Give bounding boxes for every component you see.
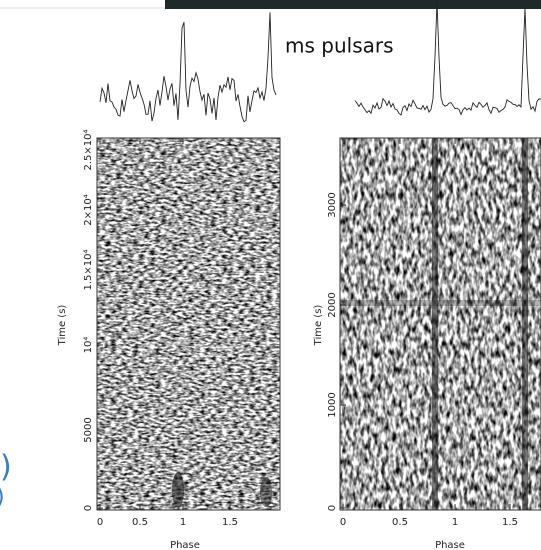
y-tick-label: 3000: [327, 192, 338, 217]
frame: [96, 137, 281, 511]
y-axis-label: Time (s): [313, 305, 324, 347]
y-tick-label: 1.5×10⁴: [83, 249, 94, 290]
x-tick-label: 0.5: [392, 517, 408, 528]
x-tick-label: 0: [97, 517, 103, 528]
y-tick-label: 10⁴: [83, 337, 94, 354]
pulse-track: [432, 138, 438, 510]
waterfall: [97, 138, 280, 510]
fragment: ): [0, 485, 5, 510]
x-tick-label: 1: [180, 517, 186, 528]
x-tick-label: 1: [452, 517, 458, 528]
y-tick-label: 0: [83, 505, 94, 511]
profile: [99, 12, 277, 123]
waterfall: [340, 138, 541, 510]
y-tick-label: 2.5×10⁴: [83, 129, 94, 170]
pulse-blob: [172, 472, 184, 508]
x-tick-label: 1.5: [502, 517, 518, 528]
pulse-blob: [260, 477, 272, 507]
y-tick-label: 2×10⁴: [83, 194, 94, 225]
x-tick-label: 1.5: [222, 517, 238, 528]
panel: [339, 1, 541, 511]
y-tick-label: 0: [327, 505, 338, 511]
frame: [339, 137, 541, 511]
band: [340, 300, 541, 306]
fragment: ): [0, 450, 12, 485]
y-tick-label: 1000: [327, 392, 338, 417]
y-axis-label: Time (s): [57, 305, 68, 347]
x-tick-label: 0: [340, 517, 346, 528]
panel: [96, 12, 281, 511]
x-tick-label: 0.5: [132, 517, 148, 528]
caption: ms pulsars: [285, 34, 394, 58]
x-axis-label: Phase: [170, 540, 200, 550]
y-tick-label: 2000: [327, 292, 338, 317]
y-tick-label: 5000: [83, 417, 94, 442]
x-axis-label: Phase: [435, 540, 465, 550]
profile: [354, 1, 541, 116]
top-image-strip: [165, 0, 541, 9]
pulse-track: [522, 138, 528, 510]
